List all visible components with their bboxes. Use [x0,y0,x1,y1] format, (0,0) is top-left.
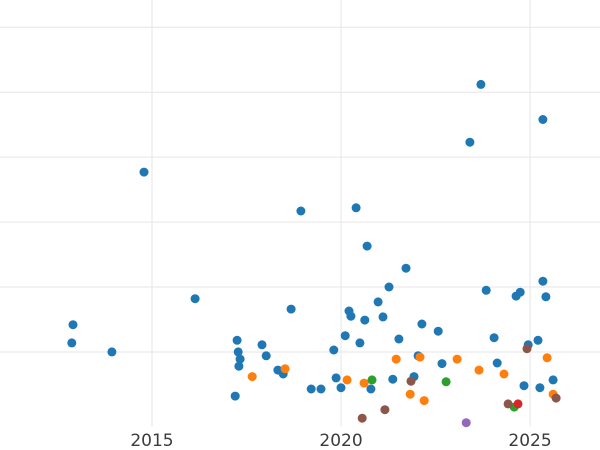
data-point-orange [452,354,462,364]
data-point-blue [296,206,306,216]
data-point-blue [67,338,77,348]
data-point-blue [331,373,341,383]
data-point-orange [391,354,401,364]
x-tick-label: 2015 [130,431,173,450]
data-point-blue [68,320,78,330]
data-point-green [441,377,451,387]
data-point-blue [286,304,296,314]
data-point-purple [461,418,471,428]
data-point-blue [329,345,339,355]
data-point-orange [542,353,552,363]
data-point-blue [232,335,242,345]
data-point-blue [417,319,427,329]
data-point-orange [499,369,509,379]
data-point-blue [139,167,149,177]
data-point-orange [280,364,290,374]
data-point-green [367,375,377,385]
data-point-brown [406,376,416,386]
data-point-blue [538,276,548,286]
data-point-blue [355,338,365,348]
data-point-blue [465,137,475,147]
data-point-blue [234,361,244,371]
data-point-brown [551,393,561,403]
x-tick-label: 2025 [508,431,551,450]
data-point-blue [489,333,499,343]
data-point-blue [519,381,529,391]
data-point-blue [481,285,491,295]
data-point-brown [503,399,513,409]
data-point-orange [247,372,257,382]
data-point-blue [366,384,376,394]
data-point-orange [415,352,425,362]
data-point-blue [433,326,443,336]
data-point-brown [522,344,532,354]
data-point-brown [380,405,390,415]
data-point-blue [346,311,356,321]
data-point-blue [351,203,361,213]
data-point-blue [230,391,240,401]
data-point-blue [360,315,370,325]
data-point-orange [419,396,429,406]
data-point-blue [190,294,200,304]
data-point-blue [257,340,267,350]
data-point-blue [492,358,502,368]
data-point-blue [533,335,543,345]
data-point-blue [437,359,447,369]
data-point-blue [107,347,117,357]
data-point-blue [261,351,271,361]
data-point-blue [401,263,411,273]
data-point-blue [476,79,486,89]
data-point-blue [336,383,346,393]
data-point-blue [535,383,545,393]
data-point-blue [394,334,404,344]
data-point-orange [405,389,415,399]
data-point-blue [388,374,398,384]
data-point-orange [359,378,369,388]
data-point-blue [515,287,525,297]
x-tick-label: 2020 [319,431,362,450]
data-point-blue [548,375,558,385]
data-point-red [513,399,523,409]
data-point-blue [235,354,245,364]
data-point-blue [340,331,350,341]
data-point-blue [306,384,316,394]
data-point-blue [373,297,383,307]
data-point-blue [233,347,243,357]
data-point-brown [357,413,367,423]
data-point-orange [474,365,484,375]
data-point-blue [538,115,548,124]
data-point-orange [342,375,352,385]
data-point-blue [316,384,326,394]
data-point-blue [384,282,394,292]
data-point-blue [362,241,372,251]
data-point-blue [541,292,551,302]
data-point-blue [378,312,388,322]
